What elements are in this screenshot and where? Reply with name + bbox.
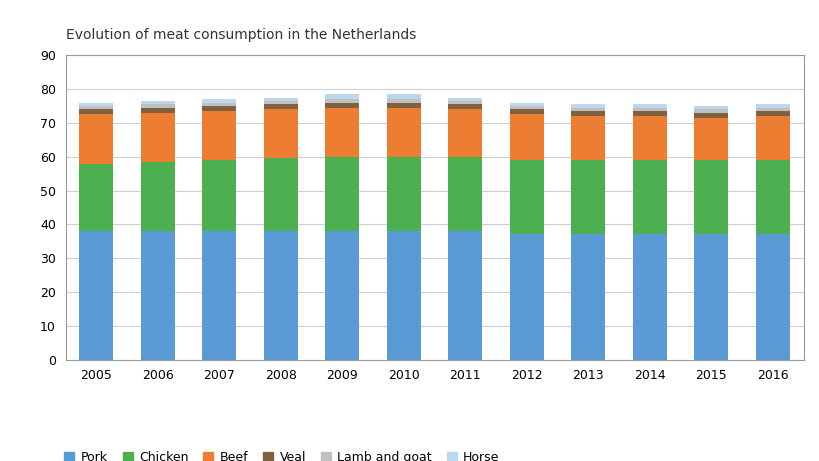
Bar xyxy=(202,231,236,360)
Bar xyxy=(509,103,543,106)
Bar xyxy=(571,160,604,235)
Legend: Pork, Chicken, Beef, Veal, Lamb and goat, Horse: Pork, Chicken, Beef, Veal, Lamb and goat… xyxy=(65,451,499,461)
Bar xyxy=(509,160,543,235)
Bar xyxy=(509,106,543,109)
Bar xyxy=(632,108,666,111)
Text: Evolution of meat consumption in the Netherlands: Evolution of meat consumption in the Net… xyxy=(66,28,415,41)
Bar xyxy=(694,118,727,160)
Bar xyxy=(694,113,727,118)
Bar xyxy=(264,104,297,109)
Bar xyxy=(387,103,420,108)
Bar xyxy=(448,98,482,101)
Bar xyxy=(264,101,297,104)
Bar xyxy=(79,109,113,114)
Bar xyxy=(202,160,236,231)
Bar xyxy=(509,114,543,160)
Bar xyxy=(202,99,236,103)
Bar xyxy=(264,98,297,101)
Bar xyxy=(141,104,174,108)
Bar xyxy=(141,231,174,360)
Bar xyxy=(325,103,359,108)
Bar xyxy=(202,106,236,111)
Bar xyxy=(325,231,359,360)
Bar xyxy=(448,231,482,360)
Bar xyxy=(632,104,666,108)
Bar xyxy=(509,109,543,114)
Bar xyxy=(387,231,420,360)
Bar xyxy=(448,157,482,231)
Bar xyxy=(694,235,727,360)
Bar xyxy=(571,235,604,360)
Bar xyxy=(755,235,789,360)
Bar xyxy=(264,159,297,231)
Bar xyxy=(755,116,789,160)
Bar xyxy=(632,235,666,360)
Bar xyxy=(79,231,113,360)
Bar xyxy=(448,101,482,104)
Bar xyxy=(755,111,789,116)
Bar xyxy=(755,104,789,108)
Bar xyxy=(141,162,174,231)
Bar xyxy=(79,103,113,106)
Bar xyxy=(387,99,420,103)
Bar xyxy=(571,111,604,116)
Bar xyxy=(448,104,482,109)
Bar xyxy=(632,160,666,235)
Bar xyxy=(325,94,359,99)
Bar xyxy=(571,116,604,160)
Bar xyxy=(509,235,543,360)
Bar xyxy=(141,101,174,104)
Bar xyxy=(325,157,359,231)
Bar xyxy=(325,99,359,103)
Bar xyxy=(325,108,359,157)
Bar xyxy=(755,108,789,111)
Bar xyxy=(387,94,420,99)
Bar xyxy=(694,160,727,235)
Bar xyxy=(694,109,727,113)
Bar xyxy=(694,106,727,109)
Bar xyxy=(79,106,113,109)
Bar xyxy=(448,109,482,157)
Bar xyxy=(264,231,297,360)
Bar xyxy=(141,108,174,113)
Bar xyxy=(571,108,604,111)
Bar xyxy=(755,160,789,235)
Bar xyxy=(387,157,420,231)
Bar xyxy=(79,164,113,231)
Bar xyxy=(141,113,174,162)
Bar xyxy=(387,108,420,157)
Bar xyxy=(632,116,666,160)
Bar xyxy=(202,103,236,106)
Bar xyxy=(632,111,666,116)
Bar xyxy=(571,104,604,108)
Bar xyxy=(202,111,236,160)
Bar xyxy=(79,114,113,164)
Bar xyxy=(264,109,297,159)
